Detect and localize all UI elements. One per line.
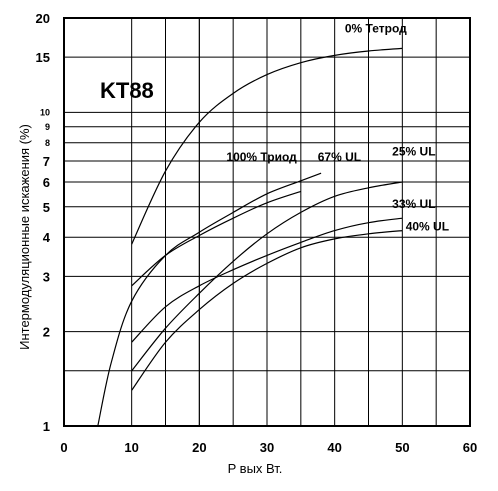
curve-labels: 0% Тетрод 100% Триод 67% UL 25% UL 33% UL 40%… <box>226 21 449 233</box>
series-label: 33% UL <box>392 197 435 211</box>
x-tick-label: 10 <box>124 440 138 455</box>
series-line <box>131 230 403 391</box>
series-label: 100% Триод <box>226 150 297 164</box>
y-tick-label: 10 <box>40 107 50 117</box>
y-tick-label: 7 <box>43 154 50 169</box>
x-tick-label: 0 <box>60 440 67 455</box>
y-tick-label: 20 <box>36 11 50 26</box>
x-tick-label: 40 <box>327 440 341 455</box>
x-tick-label: 20 <box>192 440 206 455</box>
y-tick-label: 9 <box>45 122 50 132</box>
y-tick-label: 6 <box>43 175 50 190</box>
series-line <box>131 47 403 245</box>
y-tick-label: 3 <box>43 269 50 284</box>
plot-frame <box>63 17 471 427</box>
y-axis-title: Интермодуляционные искажения (%) <box>17 124 32 350</box>
y-tick-label: 4 <box>43 230 51 245</box>
x-tick-labels: 0 10 20 30 40 50 60 <box>60 440 477 455</box>
series-line <box>97 172 322 427</box>
series-line <box>131 217 403 343</box>
x-tick-label: 30 <box>260 440 274 455</box>
series-line <box>131 181 403 372</box>
chart-grid <box>64 18 470 426</box>
series-label: 40% UL <box>406 220 449 234</box>
y-tick-label: 2 <box>43 325 50 340</box>
y-tick-label: 5 <box>43 200 50 215</box>
series-label: 67% UL <box>318 150 361 164</box>
series-line <box>131 190 301 287</box>
series-label: 25% UL <box>392 144 435 158</box>
chart-title: KT88 <box>100 78 154 103</box>
chart-curves <box>97 47 403 427</box>
x-axis-title: P вых Вт. <box>228 461 283 476</box>
x-tick-label: 60 <box>463 440 477 455</box>
y-tick-label: 15 <box>36 50 50 65</box>
y-tick-label: 1 <box>43 419 50 434</box>
y-tick-labels: 1 2 3 4 5 6 7 8 9 10 15 20 <box>36 11 51 434</box>
y-tick-label: 8 <box>45 138 50 148</box>
x-tick-label: 50 <box>395 440 409 455</box>
series-label: 0% Тетрод <box>345 21 407 35</box>
